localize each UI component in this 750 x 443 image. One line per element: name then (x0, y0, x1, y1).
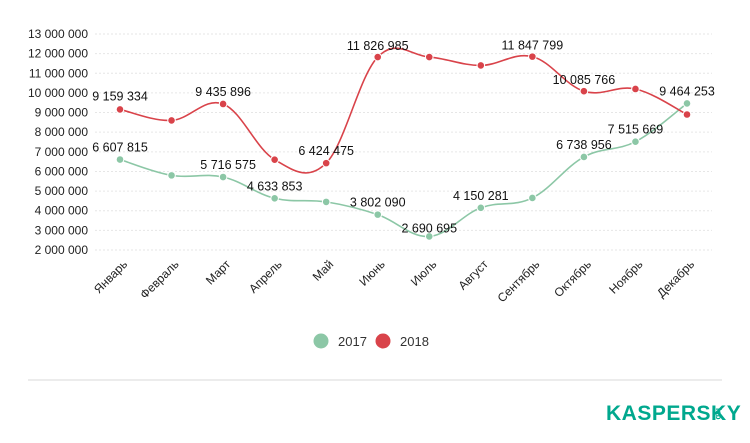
data-point-2017[interactable] (321, 197, 331, 207)
data-point-2018[interactable] (682, 110, 692, 119)
x-tick-label: Март (203, 257, 234, 288)
y-axis: 2 000 000 3 000 000 4 000 000 5 000 000 6 00… (28, 27, 88, 257)
x-tick-label: Сентябрь (495, 257, 543, 305)
x-tick-label: Июль (408, 257, 440, 289)
x-tick-label: Декабрь (654, 257, 697, 300)
data-label-2017: 9 464 253 (659, 84, 715, 98)
data-point-2018[interactable] (528, 52, 537, 61)
legend: 2017 2018 (313, 333, 429, 350)
y-tick-label: 13 000 000 (28, 27, 88, 41)
y-tick-label: 10 000 000 (28, 86, 88, 100)
data-point-2018[interactable] (424, 52, 434, 62)
legend-label-2017: 2017 (338, 334, 367, 349)
legend-item-2017[interactable]: 2017 (313, 333, 367, 350)
data-point-2018[interactable] (115, 105, 125, 114)
legend-marker-2017 (313, 333, 329, 349)
data-label-2017: 2 690 695 (401, 221, 457, 235)
x-tick-label: Февраль (137, 257, 181, 301)
data-point-2017[interactable] (218, 172, 228, 182)
x-tick-label: Октябрь (551, 257, 594, 300)
data-label-2017: 5 716 575 (200, 158, 256, 172)
y-tick-label: 4 000 000 (35, 204, 89, 218)
data-label-2018: 11 826 985 (347, 39, 409, 53)
x-tick-label: Май (310, 257, 337, 284)
data-point-2017[interactable] (631, 137, 640, 146)
data-point-2018[interactable] (579, 86, 589, 96)
data-point-2017[interactable] (424, 232, 434, 241)
data-label-2017: 4 633 853 (247, 179, 303, 193)
data-point-2018[interactable] (373, 52, 383, 62)
legend-label-2018: 2018 (400, 334, 429, 349)
y-tick-label: 9 000 000 (35, 106, 89, 120)
data-point-2017[interactable] (476, 203, 486, 213)
data-point-2017[interactable] (528, 193, 537, 203)
data-label-2017: 6 607 815 (92, 141, 148, 155)
series-points (115, 52, 692, 241)
x-axis: Январь Февраль Март Апрель Май Июнь Июль Август… (91, 257, 697, 305)
grid-lines (95, 33, 712, 251)
data-label-2017: 4 150 281 (453, 189, 509, 203)
data-point-2018[interactable] (167, 116, 176, 125)
y-tick-label: 6 000 000 (35, 164, 89, 178)
logo-text: KASPERSKY (606, 402, 741, 425)
x-tick-label: Ноябрь (606, 257, 645, 296)
legend-item-2018[interactable]: 2018 (375, 333, 429, 350)
data-label-2018: 11 847 799 (502, 39, 564, 53)
data-point-2018[interactable] (321, 158, 331, 168)
x-tick-label: Январь (91, 257, 130, 296)
data-labels: 6 607 815 5 716 575 4 633 853 3 802 090 2 69… (92, 39, 715, 236)
data-label-2017: 6 738 956 (556, 138, 612, 152)
y-tick-label: 3 000 000 (35, 223, 89, 237)
data-label-2018: 6 424 475 (298, 144, 354, 158)
data-point-2018[interactable] (631, 84, 640, 94)
data-label-2017: 3 802 090 (350, 196, 406, 210)
y-tick-label: 2 000 000 (35, 243, 89, 257)
data-label-2018: 10 085 766 (553, 73, 616, 87)
x-tick-label: Апрель (246, 257, 285, 296)
data-point-2017[interactable] (167, 171, 176, 180)
x-tick-label: Август (455, 257, 491, 293)
data-point-2017[interactable] (115, 155, 125, 164)
x-tick-label: Июнь (356, 257, 387, 288)
data-point-2018[interactable] (218, 99, 228, 109)
y-tick-label: 7 000 000 (35, 145, 89, 159)
data-point-2018[interactable] (476, 61, 486, 70)
data-label-2017: 7 515 669 (608, 123, 664, 137)
data-point-2017[interactable] (373, 210, 383, 219)
legend-marker-2018 (375, 333, 391, 349)
data-point-2017[interactable] (270, 193, 279, 203)
kaspersky-logo: KASPERSKY lab (606, 402, 741, 425)
y-tick-label: 12 000 000 (28, 47, 88, 61)
data-label-2018: 9 159 334 (92, 89, 148, 103)
y-tick-label: 8 000 000 (35, 125, 89, 139)
data-point-2018[interactable] (270, 155, 279, 164)
y-tick-label: 5 000 000 (35, 184, 89, 198)
data-point-2017[interactable] (579, 152, 589, 162)
y-tick-label: 11 000 000 (29, 66, 88, 80)
series-line-2018 (119, 47, 688, 174)
data-label-2018: 9 435 896 (195, 85, 251, 99)
logo-lab-text: lab (714, 408, 723, 420)
data-point-2017[interactable] (682, 99, 692, 108)
